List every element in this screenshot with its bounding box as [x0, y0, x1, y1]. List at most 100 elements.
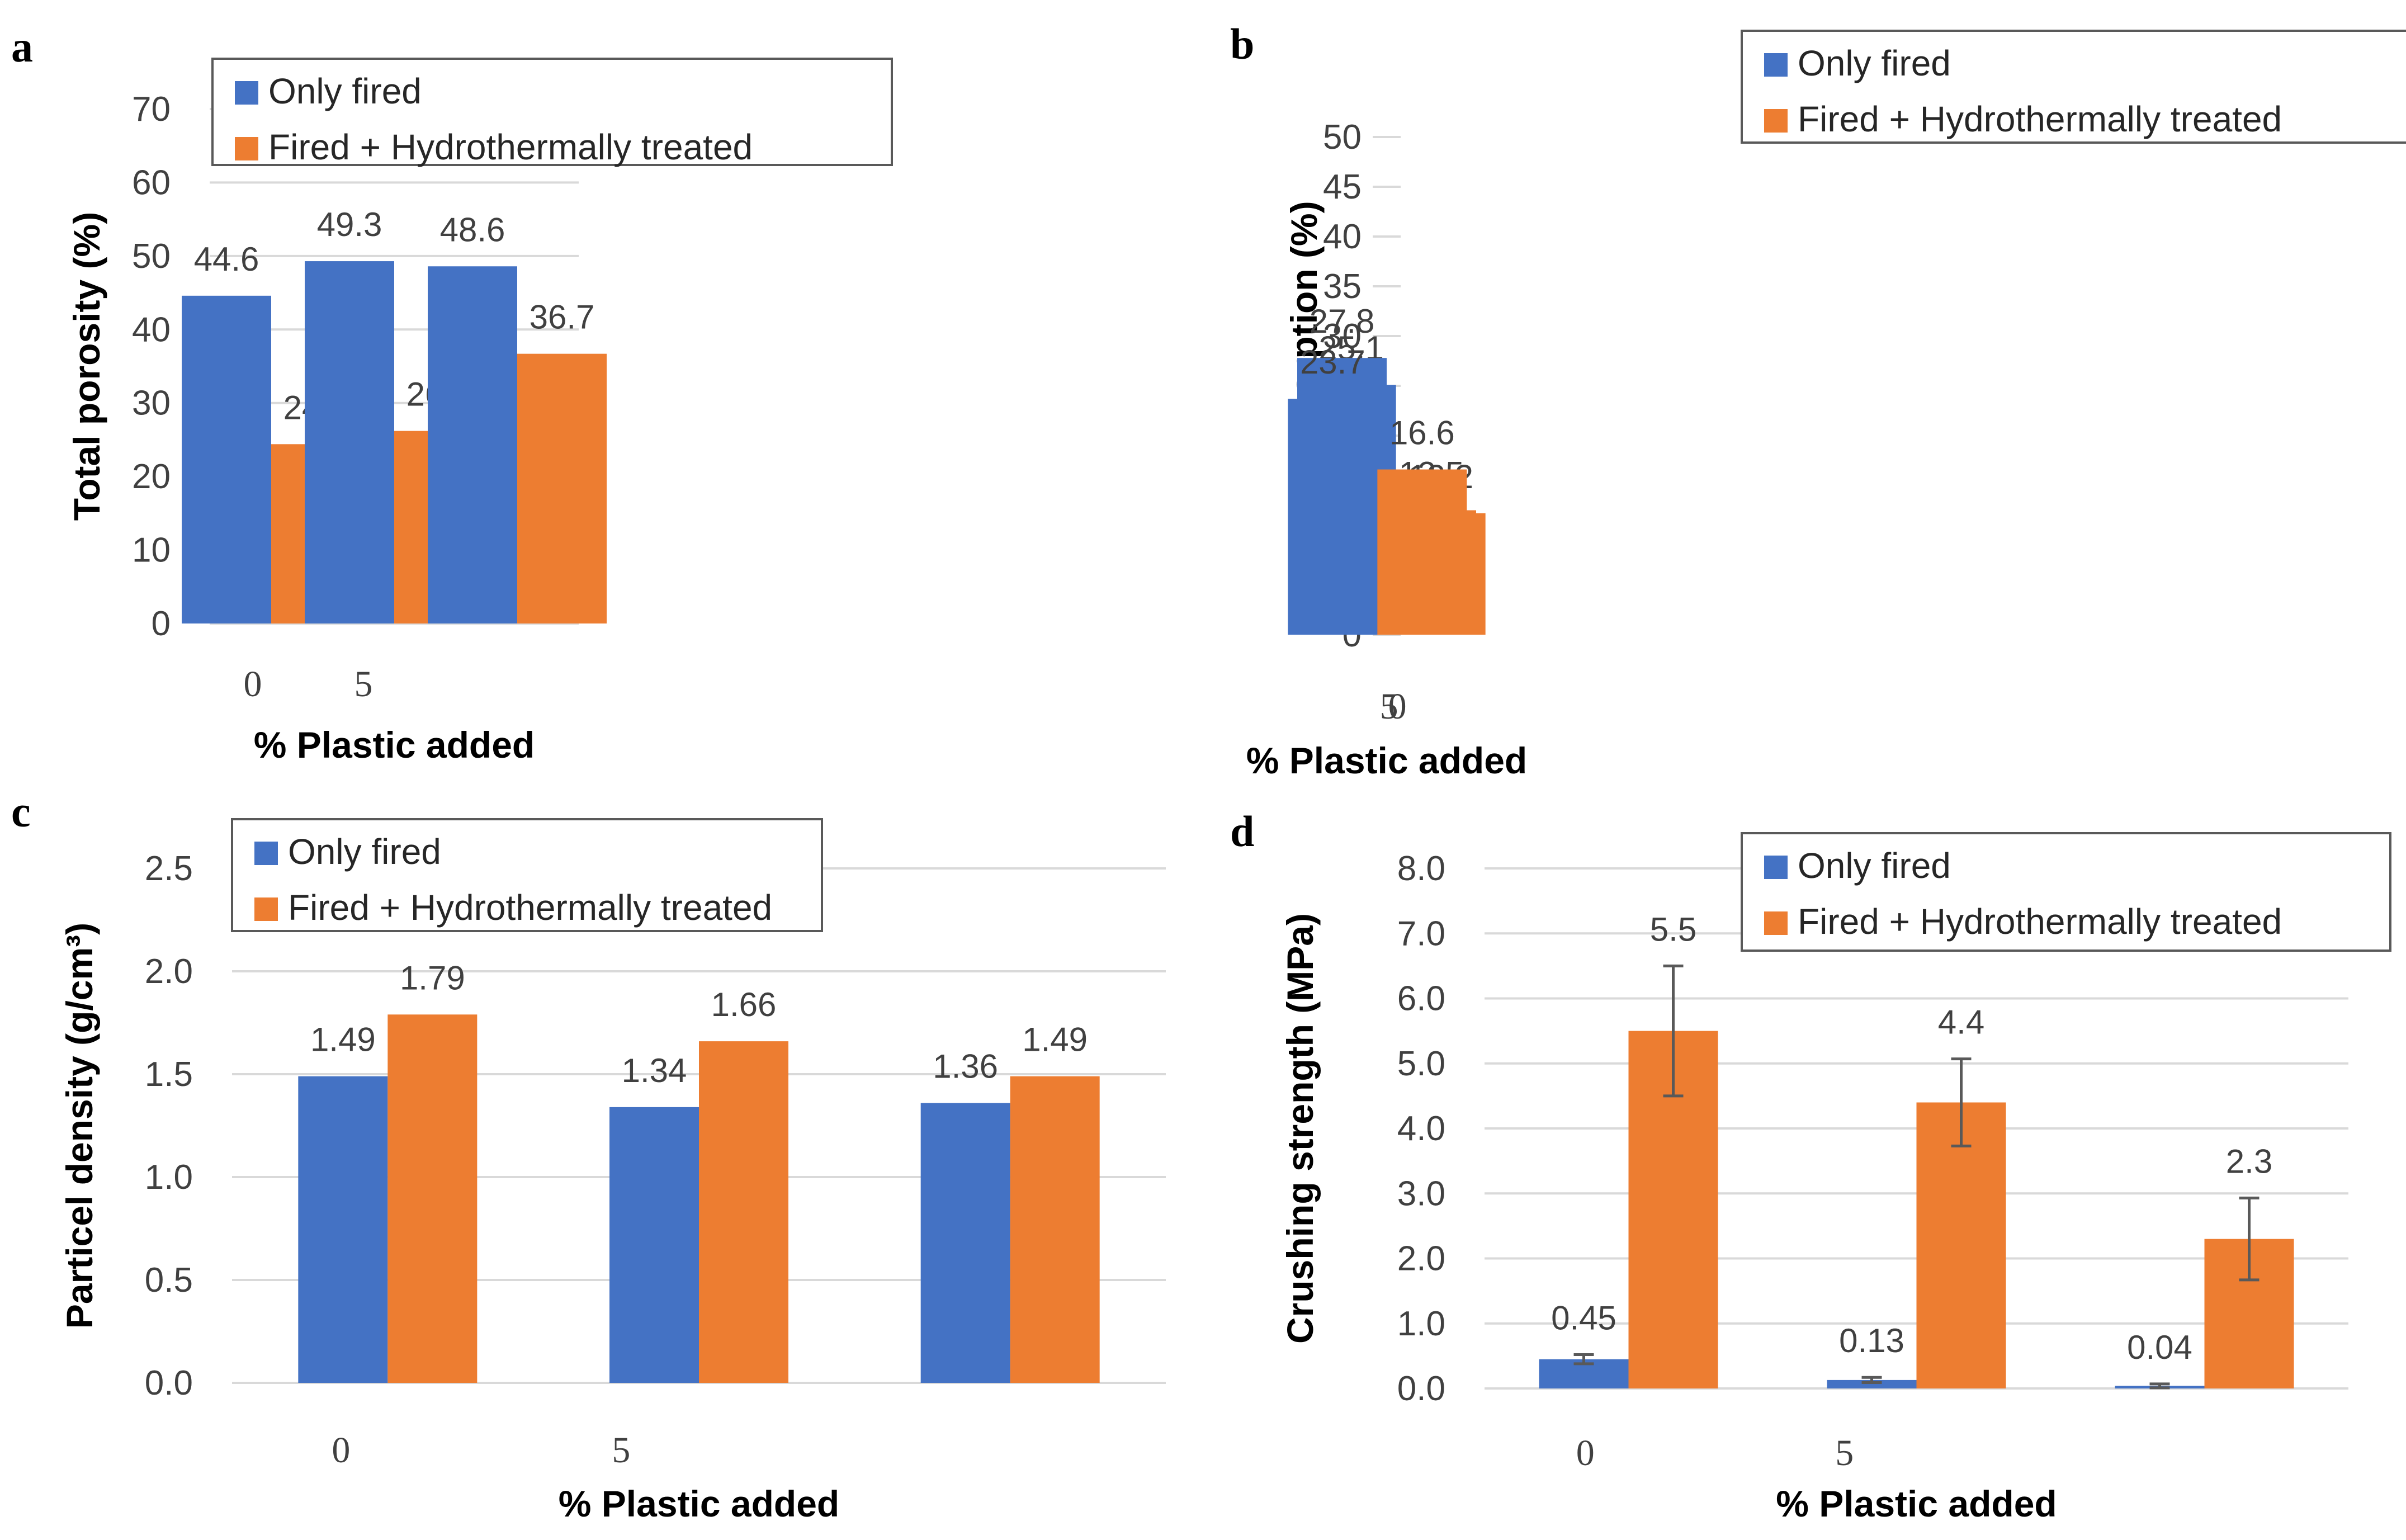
bar-only-fired-0: [182, 295, 271, 623]
legend-box: [1741, 832, 2391, 952]
bar-only-fired-1: [305, 261, 394, 623]
y-tick-label: 0: [152, 604, 171, 643]
chart-panel-d: d 0.0 1.0 2.0 3.0 4.0 5.0 6.0 7.0 8.0 Crushing str…: [1230, 807, 2391, 1524]
legend-swatch: [235, 137, 258, 160]
x-category-label: 5: [354, 664, 373, 705]
data-label: 0.45: [1551, 1300, 1616, 1337]
legend-swatch: [1764, 911, 1788, 935]
legend-label: Fired + Hydrothermally treated: [288, 887, 772, 928]
y-tick-label: 40: [132, 310, 171, 349]
data-label: 2.3: [2226, 1142, 2272, 1180]
y-tick-label: 2.5: [145, 849, 193, 888]
x-category-label: 0: [244, 664, 262, 705]
y-tick-label: 45: [1323, 168, 1362, 206]
legend-swatch: [235, 81, 258, 105]
y-axis-label: Total porosity (%): [66, 212, 107, 521]
data-label: 0.13: [1839, 1322, 1904, 1359]
bar-fired-hydro-2: [1377, 469, 1467, 635]
bar-only-fired-2: [1288, 399, 1378, 635]
bar-only-fired-0: [298, 1076, 388, 1383]
legend-swatch: [1764, 109, 1788, 133]
x-category-label: 0: [332, 1430, 350, 1471]
bar-fired-hydro-2: [1010, 1076, 1100, 1383]
bar-fired-hydro-1: [699, 1041, 788, 1383]
y-tick-label: 0.0: [1397, 1369, 1445, 1408]
bar-fired-hydro-0: [387, 1014, 478, 1383]
data-label: 1.49: [1022, 1021, 1088, 1059]
y-axis-label: Crushing strength (MPa): [1279, 913, 1321, 1344]
y-tick-label: 1.5: [145, 1055, 193, 1094]
y-axis-label: Particel density (g/cm³): [59, 923, 100, 1329]
legend-box: [231, 818, 823, 932]
data-label: 16.6: [1389, 414, 1455, 452]
y-tick-label: 40: [1323, 218, 1362, 256]
data-label: 0.04: [2127, 1329, 2192, 1366]
y-tick-label: 2.0: [145, 952, 193, 991]
legend-label: Only fired: [268, 71, 422, 111]
legend-box: [1741, 30, 2406, 144]
x-category-label: 5: [612, 1430, 630, 1471]
y-tick-label: 60: [132, 163, 171, 202]
data-label: 1.36: [933, 1048, 998, 1085]
chart-panel-b: b05101520253035404550Water absorption (%…: [1230, 20, 2406, 781]
x-axis-label: % Plastic added: [254, 724, 535, 766]
y-tick-label: 2.0: [1397, 1240, 1445, 1278]
legend-label: Only fired: [1798, 43, 1951, 83]
panel-letter: b: [1230, 20, 1254, 68]
bar-only-fired-2: [920, 1103, 1010, 1383]
legend-label: Only fired: [288, 832, 441, 872]
y-tick-label: 1.0: [1397, 1305, 1445, 1343]
data-label: 44.6: [194, 240, 259, 278]
y-tick-label: 70: [132, 90, 171, 129]
bar-fired-hydro-2: [517, 353, 607, 623]
legend-label: Fired + Hydrothermally treated: [268, 127, 753, 167]
data-label: 4.4: [1938, 1004, 1984, 1041]
legend-swatch: [254, 842, 278, 865]
legend-label: Fired + Hydrothermally treated: [1798, 99, 2282, 139]
y-tick-label: 7.0: [1397, 914, 1445, 953]
y-tick-label: 50: [132, 237, 171, 276]
panel-letter: d: [1230, 807, 1254, 856]
data-label: 1.79: [400, 959, 465, 996]
legend-swatch: [1764, 856, 1788, 879]
x-axis-label: % Plastic added: [559, 1483, 840, 1524]
data-label: 48.6: [440, 211, 505, 248]
panel-letter: a: [11, 22, 33, 71]
data-label: 1.34: [622, 1052, 687, 1089]
bar-only-fired-2: [428, 266, 517, 623]
y-tick-label: 50: [1323, 118, 1362, 157]
panel-letter: c: [11, 787, 31, 836]
bar-only-fired-1: [1827, 1380, 1917, 1388]
y-tick-label: 35: [1323, 267, 1362, 306]
data-label: 1.66: [711, 986, 777, 1023]
y-tick-label: 5.0: [1397, 1045, 1445, 1083]
x-category-label: 5: [1380, 686, 1398, 727]
y-tick-label: 30: [132, 384, 171, 423]
bar-only-fired-1: [609, 1107, 699, 1383]
legend-swatch: [254, 897, 278, 921]
x-category-label: 0: [1388, 686, 1407, 727]
x-axis-label: % Plastic added: [1776, 1483, 2057, 1524]
data-label: 1.49: [310, 1021, 376, 1059]
data-label: 27.8: [1310, 303, 1375, 340]
y-tick-label: 8.0: [1397, 849, 1445, 888]
bar-fired-hydro-1: [1916, 1102, 2006, 1388]
legend-label: Only fired: [1798, 845, 1951, 886]
data-label: 5.5: [1650, 910, 1696, 948]
data-label: 36.7: [530, 299, 595, 336]
y-tick-label: 1.0: [145, 1158, 193, 1197]
x-axis-label: % Plastic added: [1246, 740, 1528, 781]
data-label: 23.7: [1300, 343, 1365, 381]
chart-panel-c: c 0.0 0.5 1.0 1.5 2.0 2.5 Particel density (g/c…: [11, 787, 1166, 1524]
y-tick-label: 30: [1323, 317, 1362, 356]
y-tick-label: 0.5: [145, 1261, 193, 1300]
y-tick-label: 0.0: [145, 1364, 193, 1402]
y-tick-label: 20: [132, 457, 171, 496]
data-label: 49.3: [317, 206, 382, 243]
y-tick-label: 6.0: [1397, 980, 1445, 1018]
legend-swatch: [1764, 53, 1788, 77]
y-tick-label: 3.0: [1397, 1174, 1445, 1213]
x-category-label: 5: [1835, 1433, 1854, 1473]
